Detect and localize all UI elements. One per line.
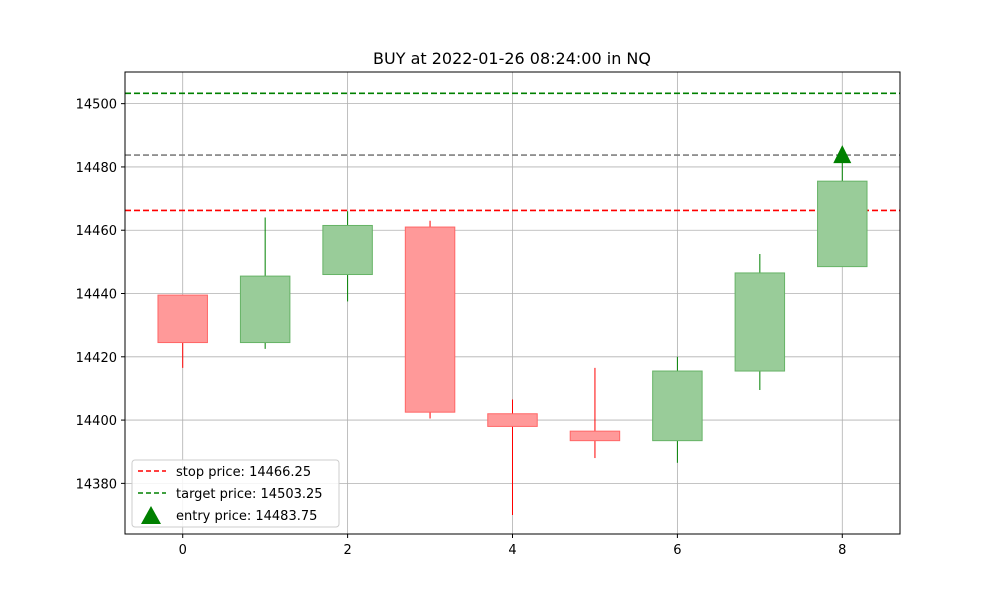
candles <box>157 160 868 516</box>
legend-stop-label: stop price: 14466.25 <box>176 465 311 480</box>
candle-body-up <box>652 370 703 442</box>
x-tick-label: 6 <box>673 543 681 558</box>
candle-body-up <box>734 272 786 372</box>
y-tick-label: 14500 <box>76 98 117 113</box>
candle-body-down <box>487 413 538 427</box>
candle <box>322 211 373 302</box>
y-tick-label: 14400 <box>76 414 117 429</box>
x-tick-label: 0 <box>179 543 187 558</box>
legend: stop price: 14466.25 target price: 14503… <box>131 459 340 528</box>
candle <box>734 253 786 391</box>
candle <box>487 399 538 516</box>
x-tick-label: 2 <box>343 543 351 558</box>
candle <box>157 294 208 368</box>
y-tick-label: 14480 <box>76 161 117 176</box>
candle-body-down <box>157 294 208 344</box>
legend-target-label: target price: 14503.25 <box>176 487 323 502</box>
y-tick-label: 14460 <box>76 224 117 239</box>
legend-box <box>131 459 340 528</box>
x-tick-label: 4 <box>508 543 516 558</box>
candle <box>569 367 621 459</box>
candle <box>239 217 291 349</box>
candle <box>404 220 456 419</box>
candle-body-down <box>404 226 456 413</box>
legend-entry-triangle-icon <box>141 506 161 524</box>
axis-ticks: 14380 14400 14420 14440 14460 14480 14500 0 2 4 6 8 <box>76 98 847 558</box>
entry-marker-layer <box>833 145 852 164</box>
y-tick-label: 14420 <box>76 351 117 366</box>
chart-title: BUY at 2022-01-26 08:24:00 in NQ <box>373 49 651 68</box>
candle <box>817 160 868 268</box>
x-tick-label: 8 <box>838 543 846 558</box>
candle-body-down <box>569 430 621 442</box>
y-tick-label: 14380 <box>76 477 117 492</box>
candle-body-up <box>322 224 373 276</box>
price-lines <box>125 92 900 212</box>
legend-entry-label: entry price: 14483.75 <box>176 509 317 524</box>
entry-marker-triangle-icon <box>833 145 852 164</box>
candle-body-up <box>239 275 291 344</box>
y-tick-label: 14440 <box>76 288 117 303</box>
candle-body-up <box>817 180 868 268</box>
candle <box>652 356 703 463</box>
